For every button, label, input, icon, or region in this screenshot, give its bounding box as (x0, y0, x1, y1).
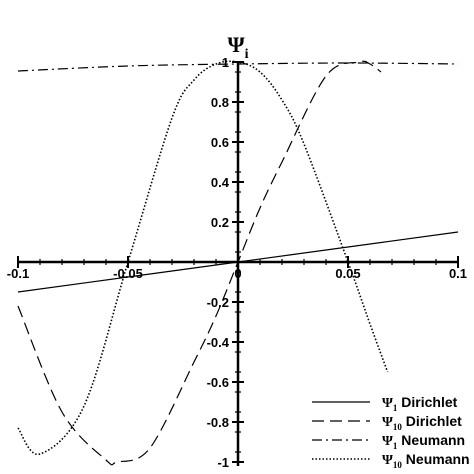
y-tick-label: -0.4 (207, 335, 230, 350)
x-tick-label: -0.05 (113, 266, 143, 281)
y-tick-label: -0.8 (207, 415, 229, 430)
x-tick-label: 0.05 (335, 266, 360, 281)
y-axis-title-subscript: i (245, 47, 249, 62)
y-tick-label: -0.2 (207, 295, 229, 310)
x-tick-label: -0.1 (7, 266, 29, 281)
x-tick-label: 0.1 (449, 266, 467, 281)
ticks-layer: -0.1 -0.05 0 0.05 0.1 -1 -0.8 -0.6 -0.4 -0.2 0.2 0.… (7, 55, 467, 470)
y-tick-label: 0.4 (211, 175, 230, 190)
y-tick-label: 0.2 (211, 215, 229, 230)
legend-entry-label: Ψ1 Dirichlet (382, 394, 458, 413)
legend-entry-label: Ψ10 Dirichlet (382, 413, 462, 432)
series-line-4 (17, 60, 389, 455)
y-tick-label: -0.6 (207, 375, 229, 390)
legend-entry-label: Ψ1 Neumann (382, 432, 465, 451)
legend-entry-label: Ψ10 Neumann (382, 451, 470, 470)
y-axis-title-symbol: Ψ (227, 32, 245, 57)
x-tick-label: 0 (234, 266, 241, 281)
y-tick-label: 1 (222, 55, 229, 70)
y-tick-label: -1 (217, 455, 229, 470)
y-tick-label: 0.8 (211, 95, 229, 110)
y-tick-label: 0.6 (211, 135, 229, 150)
y-axis-title: Ψi (227, 32, 248, 62)
